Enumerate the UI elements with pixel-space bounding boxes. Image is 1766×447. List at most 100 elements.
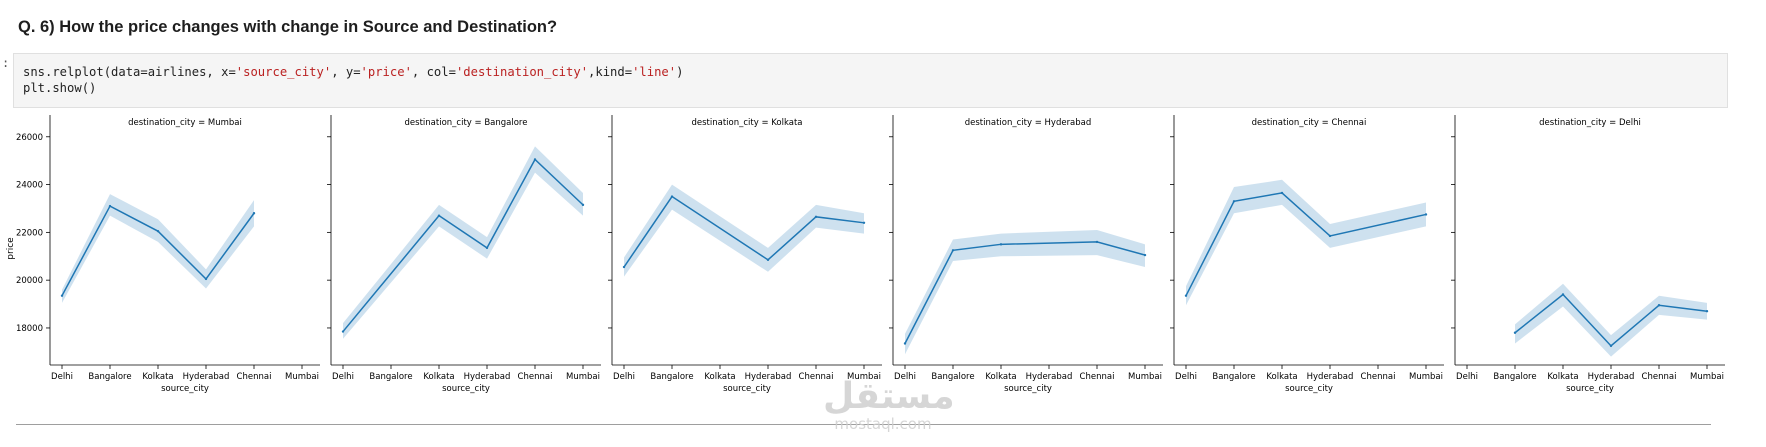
x-tick-label: Chennai <box>518 372 553 382</box>
x-tick-label: Bangalore <box>369 372 412 382</box>
y-tick-label: 26000 <box>16 133 43 143</box>
x-tick-label: Mumbai <box>1690 372 1724 382</box>
facet-title: destination_city = Hyderabad <box>965 118 1092 128</box>
x-tick-label: Kolkata <box>423 372 454 382</box>
x-tick-label: Mumbai <box>1409 372 1443 382</box>
data-point <box>1561 293 1565 296</box>
data-point <box>766 258 770 262</box>
data-point <box>156 229 160 233</box>
data-point <box>533 158 537 161</box>
output-divider <box>16 424 1711 425</box>
data-point <box>252 212 256 215</box>
x-tick-label: Mumbai <box>1128 372 1162 382</box>
x-tick-label: Chennai <box>237 372 272 382</box>
code-token: , y= <box>331 65 361 79</box>
confidence-band <box>905 229 1145 355</box>
confidence-band <box>1515 283 1707 357</box>
data-point <box>1705 310 1709 313</box>
x-axis-label: source_city <box>1285 384 1333 394</box>
x-tick-label: Chennai <box>1642 372 1677 382</box>
y-tick-label: 22000 <box>16 228 43 238</box>
facet-title: destination_city = Bangalore <box>405 118 528 128</box>
facet-panel-chennai: destination_city = Chennai Delhi Bangalore… <box>1170 115 1444 394</box>
facet-panel-hyderabad: destination_city = Hyderabad Delhi Bangalo… <box>889 115 1163 394</box>
x-tick-label: Kolkata <box>985 372 1016 382</box>
data-point <box>60 294 64 297</box>
data-point <box>1184 294 1188 297</box>
confidence-band <box>624 184 864 277</box>
x-tick-label: Hyderabad <box>745 372 792 382</box>
x-tick-label: Delhi <box>332 372 354 382</box>
x-axis-label: source_city <box>161 384 209 394</box>
data-point <box>951 249 955 252</box>
data-point <box>670 195 674 198</box>
code-token: , col= <box>411 65 456 79</box>
x-axis-label: source_city <box>723 384 771 394</box>
x-tick-label: Bangalore <box>88 372 131 382</box>
data-point <box>204 277 208 281</box>
data-point <box>1280 191 1284 195</box>
code-token: ,kind= <box>588 65 633 79</box>
x-tick-label: Bangalore <box>650 372 693 382</box>
data-point <box>862 221 866 225</box>
y-axis-label: price <box>6 237 16 260</box>
code-string: 'source_city' <box>235 65 332 79</box>
x-tick-label: Kolkata <box>142 372 173 382</box>
x-tick-label: Kolkata <box>1547 372 1578 382</box>
x-axis-label: source_city <box>442 384 490 394</box>
data-point <box>341 330 345 333</box>
y-tick-label: 20000 <box>16 276 43 286</box>
x-tick-label: Delhi <box>613 372 635 382</box>
x-tick-label: Bangalore <box>1212 372 1255 382</box>
data-point <box>1328 234 1332 238</box>
x-tick-label: Chennai <box>1080 372 1115 382</box>
code-string: 'destination_city' <box>455 65 589 79</box>
x-axis-label: source_city <box>1004 384 1052 394</box>
code-string: 'line' <box>632 65 677 79</box>
code-string: 'price' <box>360 65 412 79</box>
data-point <box>485 246 489 250</box>
x-tick-label: Hyderabad <box>464 372 511 382</box>
watermark-logo: مستقل mostaql.com <box>823 378 955 433</box>
confidence-band <box>1186 179 1426 306</box>
confidence-band <box>343 146 583 339</box>
relplot-figure: price destination_city = Mumbai 18000 20000… <box>6 115 1725 394</box>
x-tick-label: Mumbai <box>847 372 881 382</box>
x-tick-label: Delhi <box>894 372 916 382</box>
facet-title: destination_city = Kolkata <box>691 118 802 128</box>
data-point <box>108 204 112 208</box>
data-point <box>581 203 585 207</box>
data-point <box>999 243 1003 246</box>
x-tick-label: Mumbai <box>566 372 600 382</box>
data-point <box>1513 331 1517 334</box>
facet-title: destination_city = Delhi <box>1539 118 1641 128</box>
facet-panel-delhi: destination_city = Delhi Delhi Bangalore Ko… <box>1451 115 1725 394</box>
data-point <box>1609 344 1613 348</box>
x-tick-label: Hyderabad <box>1026 372 1073 382</box>
cell-prompt-marker: : <box>2 56 10 70</box>
data-point <box>903 342 907 345</box>
x-tick-label: Bangalore <box>931 372 974 382</box>
x-tick-label: Hyderabad <box>1307 372 1354 382</box>
data-point <box>1424 213 1428 216</box>
x-tick-label: Chennai <box>1361 372 1396 382</box>
facet-title: destination_city = Mumbai <box>128 118 242 128</box>
data-point <box>1095 240 1099 244</box>
x-tick-label: Mumbai <box>285 372 319 382</box>
code-token: sns.relplot(data=airlines, x= <box>23 65 236 79</box>
x-tick-label: Delhi <box>1456 372 1478 382</box>
facet-title: destination_city = Chennai <box>1252 118 1367 128</box>
facet-panel-mumbai: destination_city = Mumbai 18000 20000 22000… <box>16 115 320 394</box>
x-tick-label: Delhi <box>1175 372 1197 382</box>
y-tick-label: 18000 <box>16 324 43 334</box>
x-tick-label: Bangalore <box>1493 372 1536 382</box>
x-tick-label: Kolkata <box>1266 372 1297 382</box>
y-tick-label: 24000 <box>16 181 43 191</box>
code-token: ) <box>676 65 684 79</box>
code-cell[interactable]: sns.relplot(data=airlines, x='source_cit… <box>13 53 1728 108</box>
series-line <box>342 158 584 333</box>
confidence-band <box>62 194 254 303</box>
code-line-2: plt.show() <box>23 81 97 95</box>
data-point <box>437 214 441 217</box>
facet-panel-bangalore: destination_city = Bangalore Delhi Bangalo… <box>327 115 601 394</box>
